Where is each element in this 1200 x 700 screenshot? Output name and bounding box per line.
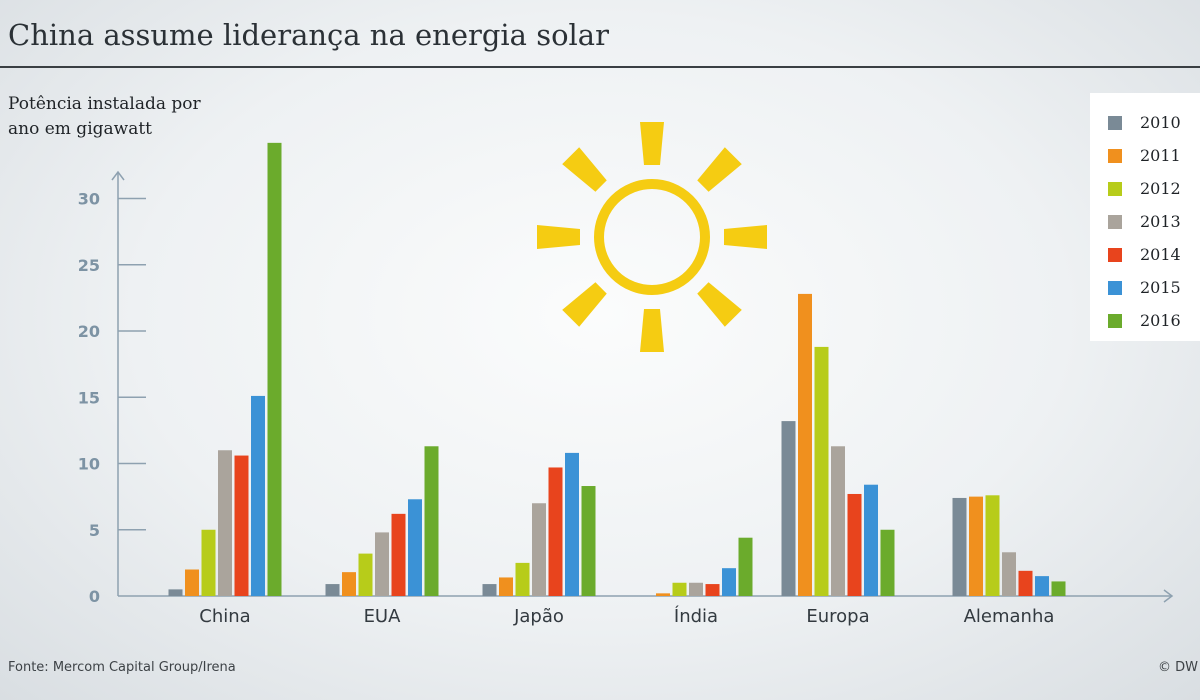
bar-2010-Europa [781, 421, 796, 596]
bar-2016-EUA [424, 446, 439, 596]
sun-ray [697, 147, 742, 192]
bar-2010-EUA [325, 584, 340, 596]
source-note: Fonte: Mercom Capital Group/Irena [8, 660, 236, 675]
y-tick-label: 30 [78, 190, 100, 209]
legend-label: 2015 [1140, 278, 1181, 297]
axis-labels: 0 5 10 15 20 25 30 China EUA Japão Índia Europa Alem… [78, 190, 1055, 628]
legend-label: 2016 [1140, 311, 1181, 330]
x-tick-label: Alemanha [964, 606, 1055, 627]
legend-swatch [1108, 248, 1122, 262]
sun-ray [640, 122, 664, 165]
sun-icon [537, 122, 767, 352]
legend-swatch [1108, 314, 1122, 328]
bar-2012-Alemanha [985, 495, 1000, 596]
bar-2011-Índia [656, 593, 670, 596]
bar-2012-China [201, 529, 216, 596]
bar-2012-Japão [515, 562, 530, 596]
legend-swatch [1108, 182, 1122, 196]
bar-2015-Japão [565, 452, 579, 596]
legend-label: 2013 [1140, 212, 1181, 231]
sun-ray [562, 282, 607, 327]
bar-2015-Europa [864, 484, 878, 596]
legend-swatch [1108, 281, 1122, 295]
copyright: © DW [1158, 660, 1198, 675]
bar-2012-Índia [672, 582, 687, 596]
bar-2015-EUA [408, 499, 422, 596]
bar-2014-Índia [705, 584, 720, 596]
bar-2015-Alemanha [1035, 576, 1049, 596]
x-tick-label: Japão [513, 606, 564, 627]
legend-label: 2011 [1140, 146, 1181, 165]
bar-2013-China [218, 450, 232, 596]
legend: 2010 2011 2012 2013 2014 2015 2016 [1090, 93, 1200, 341]
bar-2016-China [267, 142, 282, 596]
bar-2016-Alemanha [1051, 581, 1066, 596]
bar-2014-EUA [391, 513, 406, 596]
bar-2016-Índia [738, 537, 753, 596]
bar-series [168, 142, 1066, 596]
bar-2015-Índia [722, 568, 736, 596]
y-axis-label-line-1: Potência instalada por [8, 94, 201, 114]
y-axis-arrow [111, 170, 125, 181]
bar-2011-Europa [798, 293, 812, 596]
bar-2012-EUA [358, 553, 373, 596]
bar-2013-Índia [689, 582, 703, 596]
bar-2014-China [234, 455, 249, 596]
x-tick-label: Índia [674, 605, 718, 627]
bar-2010-China [168, 589, 183, 596]
chart-title: China assume liderança na energia solar [8, 18, 609, 52]
legend-swatch [1108, 149, 1122, 163]
y-tick-label: 20 [78, 322, 100, 341]
x-tick-label: EUA [364, 606, 402, 627]
bar-2013-Europa [831, 446, 845, 596]
bar-2011-Alemanha [969, 496, 983, 596]
bar-2013-Alemanha [1002, 552, 1016, 596]
y-tick-label: 25 [78, 256, 100, 275]
sun-ray [640, 309, 664, 352]
sun-ray [697, 282, 742, 327]
bar-2011-China [185, 569, 199, 596]
legend-label: 2010 [1140, 113, 1181, 132]
sun-ray [562, 147, 607, 192]
y-axis-label-line-2: ano em gigawatt [8, 119, 152, 139]
bar-2012-Europa [814, 346, 829, 596]
legend-label: 2014 [1140, 245, 1181, 264]
x-axis-arrow [1163, 589, 1174, 603]
bar-2013-Japão [532, 503, 546, 596]
bar-2014-Japão [548, 467, 563, 596]
bar-2014-Alemanha [1018, 570, 1033, 596]
bar-2010-Japão [482, 584, 497, 596]
y-tick-label: 10 [78, 455, 100, 474]
bar-2014-Europa [847, 493, 862, 596]
legend-swatch [1108, 215, 1122, 229]
y-tick-label: 15 [78, 388, 100, 407]
title-divider [0, 66, 1200, 68]
bar-2016-Japão [581, 486, 596, 596]
bar-2010-Alemanha [952, 497, 967, 596]
sun-ray [537, 225, 580, 249]
bar-2015-China [251, 395, 265, 596]
bar-2011-Japão [499, 577, 513, 596]
x-tick-label: Europa [806, 606, 869, 627]
bar-2011-EUA [342, 572, 356, 596]
legend-swatch [1108, 116, 1122, 130]
bar-2016-Europa [880, 529, 895, 596]
y-tick-label: 0 [89, 587, 100, 606]
x-tick-label: China [199, 606, 250, 627]
sun-ray [724, 225, 767, 249]
legend-label: 2012 [1140, 179, 1181, 198]
bar-2013-EUA [375, 532, 389, 596]
y-tick-label: 5 [89, 521, 100, 540]
